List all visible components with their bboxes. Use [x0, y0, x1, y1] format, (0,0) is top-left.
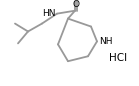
Text: HCl: HCl: [109, 53, 127, 63]
Text: HN: HN: [43, 9, 56, 18]
Text: O: O: [73, 0, 80, 9]
Text: NH: NH: [99, 37, 112, 46]
